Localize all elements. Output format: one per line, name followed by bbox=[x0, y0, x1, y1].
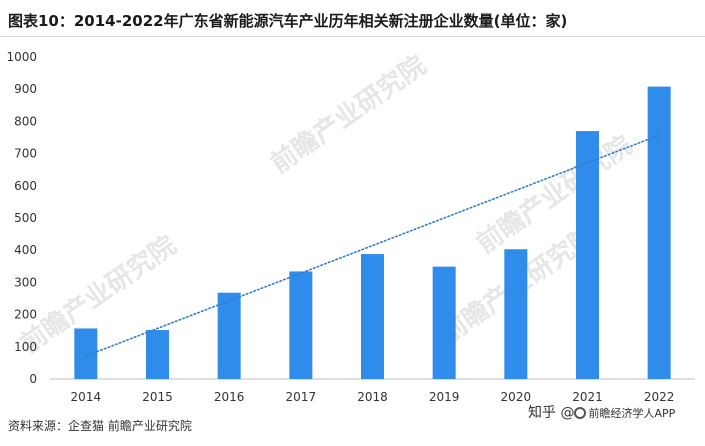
y-tick-label: 900 bbox=[14, 82, 37, 96]
bar bbox=[289, 271, 313, 379]
title-divider bbox=[0, 36, 705, 37]
x-tick-label: 2019 bbox=[429, 390, 460, 404]
credit-brand: 前瞻经济学人APP bbox=[588, 407, 676, 420]
y-tick-label: 1000 bbox=[6, 50, 37, 64]
trendline bbox=[85, 134, 660, 357]
bar bbox=[74, 328, 98, 379]
bar bbox=[146, 330, 169, 379]
x-tick-label: 2022 bbox=[644, 390, 675, 404]
y-tick-label: 700 bbox=[14, 147, 37, 161]
bar bbox=[361, 254, 384, 379]
x-tick-label: 2021 bbox=[572, 390, 603, 404]
credit-line: 知乎 @ 前瞻经济学人APP bbox=[528, 402, 675, 422]
bar bbox=[576, 131, 599, 379]
bar bbox=[647, 86, 671, 380]
y-tick-label: 500 bbox=[14, 211, 37, 225]
y-tick-label: 0 bbox=[29, 372, 37, 386]
y-tick-label: 100 bbox=[14, 340, 37, 354]
y-tick-label: 400 bbox=[14, 243, 37, 257]
bar bbox=[217, 292, 241, 379]
chart-title: 图表10：2014-2022年广东省新能源汽车产业历年相关新注册企业数量(单位：… bbox=[8, 12, 568, 30]
y-tick-label: 800 bbox=[14, 114, 37, 128]
x-tick-label: 2015 bbox=[142, 390, 173, 404]
x-tick-label: 2016 bbox=[214, 390, 245, 404]
bar bbox=[504, 249, 528, 379]
credit-prefix: 知乎 @ bbox=[528, 405, 575, 421]
y-tick-label: 600 bbox=[14, 179, 37, 193]
x-tick-label: 2020 bbox=[501, 390, 532, 404]
x-tick-label: 2017 bbox=[286, 390, 317, 404]
x-tick-label: 2014 bbox=[71, 390, 102, 404]
y-tick-label: 300 bbox=[14, 275, 37, 289]
source-note: 资料来源：企查猫 前瞻产业研究院 bbox=[8, 419, 192, 433]
brand-logo-icon bbox=[574, 407, 587, 419]
bar bbox=[432, 266, 456, 379]
y-tick-label: 200 bbox=[14, 308, 37, 322]
x-tick-label: 2018 bbox=[357, 390, 388, 404]
